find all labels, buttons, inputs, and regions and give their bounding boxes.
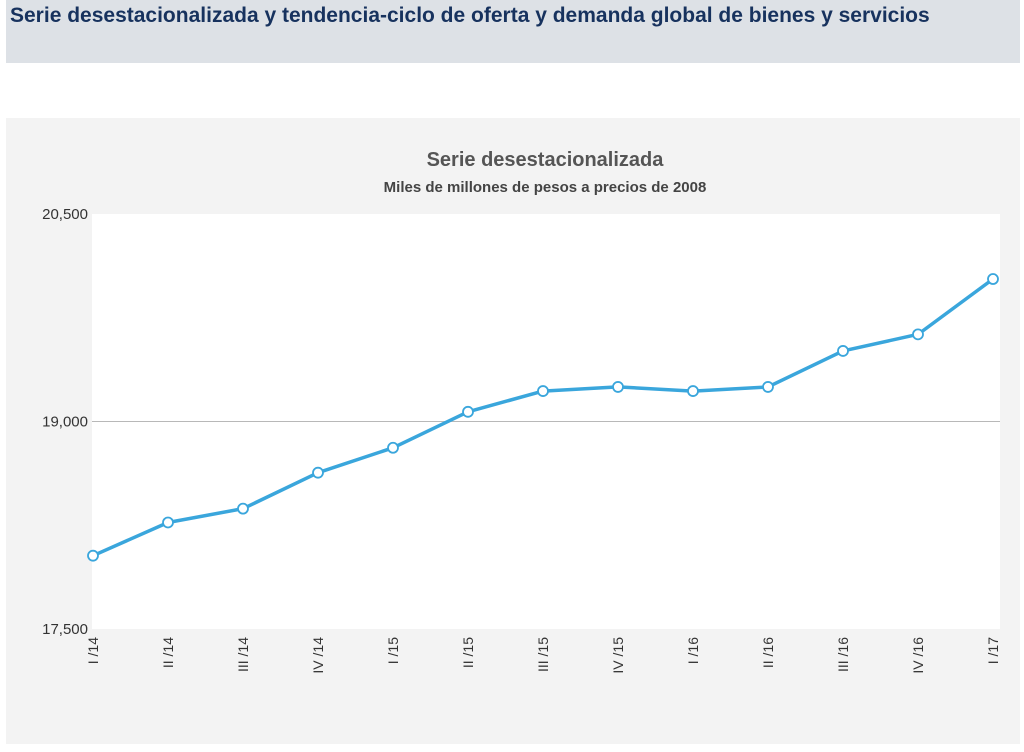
x-tick-label: IV /14	[310, 637, 326, 674]
plot-area: 17,500 19,000 20,500 I /14 II /14 III /14 IV /…	[42, 206, 1001, 674]
data-point	[612, 381, 624, 393]
data-point	[537, 385, 549, 397]
data-point	[162, 516, 174, 529]
data-point	[987, 273, 999, 285]
page-title: Serie desestacionalizada y tendencia-cic…	[10, 4, 930, 27]
x-tick-label: I /17	[985, 637, 1001, 664]
line-chart: Serie desestacionalizada Miles de millon…	[42, 149, 1001, 674]
header-band: Serie desestacionalizada y tendencia-cic…	[6, 0, 1020, 63]
x-tick-label: IV /16	[910, 637, 926, 674]
data-point	[462, 405, 474, 418]
chart-panel: Serie desestacionalizada Miles de millon…	[6, 118, 1020, 744]
x-tick-label: III /16	[835, 637, 851, 672]
data-point	[237, 502, 249, 515]
chart-subtitle: Miles de millones de pesos a precios de …	[384, 179, 707, 196]
x-tick-label: I /14	[85, 637, 101, 664]
chart-title: Serie desestacionalizada	[427, 149, 665, 171]
x-tick-label: III /15	[535, 637, 551, 672]
data-point	[687, 385, 699, 397]
y-tick-label: 17,500	[42, 621, 88, 638]
x-tick-label: II /14	[160, 637, 176, 668]
y-tick-label: 19,000	[42, 414, 88, 431]
data-point	[87, 549, 99, 562]
x-tick-label: III /14	[235, 637, 251, 672]
data-point	[912, 328, 924, 341]
x-tick-label: II /15	[460, 637, 476, 668]
data-point	[837, 345, 849, 357]
x-tick-label: IV /15	[610, 637, 626, 674]
x-tick-label: I /15	[385, 637, 401, 664]
x-tick-label: II /16	[760, 637, 776, 668]
x-tick-label: I /16	[685, 637, 701, 664]
data-point	[762, 381, 774, 393]
y-tick-label: 20,500	[42, 206, 88, 223]
data-point	[312, 466, 324, 479]
data-point	[387, 441, 399, 454]
